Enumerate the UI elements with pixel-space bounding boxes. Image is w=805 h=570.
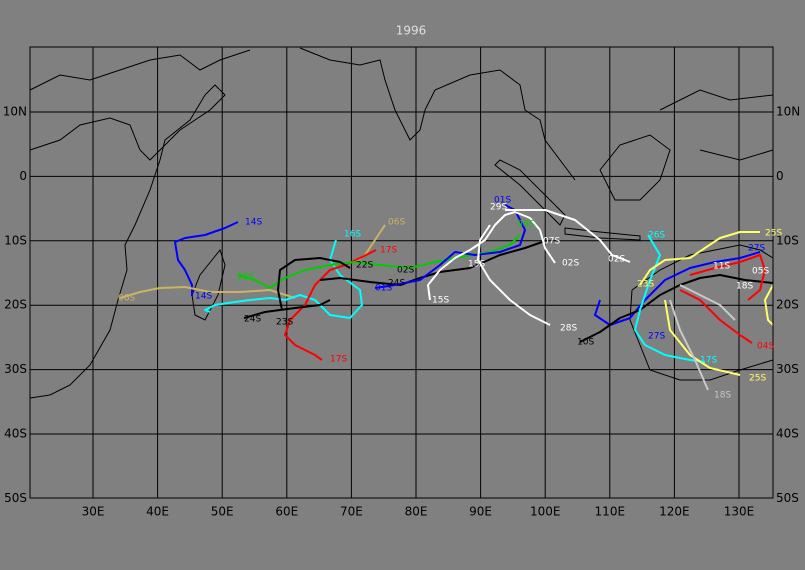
longitude-label: 60E xyxy=(275,505,298,519)
storm-track xyxy=(764,284,774,326)
storm-label: 10S xyxy=(577,338,594,348)
storm-track xyxy=(679,284,736,321)
storm-label: 25S xyxy=(765,229,782,239)
storm-track xyxy=(243,299,331,319)
storm-label: 14S xyxy=(245,218,262,228)
map-title: 1996 xyxy=(396,24,427,38)
storm-label: 08S xyxy=(517,220,534,230)
longitude-label: 40E xyxy=(146,505,169,519)
storm-label: 27S xyxy=(648,332,665,342)
coastline xyxy=(29,84,226,399)
storm-track xyxy=(679,289,753,344)
map-frame xyxy=(29,46,774,499)
longitude-label: 130E xyxy=(724,505,755,519)
latitude-label: 50S xyxy=(4,491,27,505)
storm-label: 14S xyxy=(195,292,212,302)
latitude-label: 20S xyxy=(4,298,27,312)
latitude-label: 30S xyxy=(776,362,799,376)
borneo xyxy=(599,134,671,201)
latitude-label: 10S xyxy=(4,233,27,247)
storm-label: 24S xyxy=(244,315,261,325)
storm-label: 18S xyxy=(714,391,731,401)
latitude-label: 10S xyxy=(776,233,799,247)
longitude-label: 30E xyxy=(82,505,105,519)
coastline xyxy=(299,47,576,181)
australia xyxy=(629,244,774,381)
latitude-label: 40S xyxy=(4,427,27,441)
storm-label: 26S xyxy=(648,231,665,241)
latitude-label: 0 xyxy=(776,169,784,183)
longitude-label: 120E xyxy=(659,505,690,519)
madagascar xyxy=(191,248,226,321)
latitude-label: 20S xyxy=(776,298,799,312)
storm-tracks xyxy=(119,204,774,391)
storm-label: 17S xyxy=(330,355,347,365)
sumatra xyxy=(494,159,566,226)
storm-track xyxy=(174,221,239,296)
storm-track xyxy=(664,299,741,376)
storm-label: 11S xyxy=(713,262,730,272)
longitude-label: 80E xyxy=(405,505,428,519)
coastlines xyxy=(29,47,774,399)
storm-label: 23S xyxy=(276,318,293,328)
storm-label: 27S xyxy=(748,244,765,254)
storm-label: 01S xyxy=(494,196,511,206)
storm-label: 02S xyxy=(397,266,414,276)
storm-track xyxy=(477,224,551,326)
storm-track xyxy=(634,234,706,363)
storm-track xyxy=(427,211,556,301)
storm-label: 18S xyxy=(736,282,753,292)
storm-track xyxy=(594,251,761,326)
latitude-label: 0 xyxy=(19,169,27,183)
coastline xyxy=(659,89,774,161)
storm-track xyxy=(505,209,631,263)
latitude-label: 10N xyxy=(776,105,800,119)
storm-label: 26S xyxy=(237,273,254,283)
storm-label: 02S xyxy=(608,255,625,265)
storm-label: 29S xyxy=(490,203,507,213)
storm-label: 24S xyxy=(388,279,405,289)
longitude-label: 70E xyxy=(340,505,363,519)
storm-track xyxy=(319,240,546,286)
storm-track xyxy=(579,274,774,343)
storm-label: 06S xyxy=(118,294,135,304)
graticule xyxy=(30,47,773,498)
coastline xyxy=(29,49,251,91)
storm-label: 15S xyxy=(468,260,485,270)
storm-track xyxy=(639,231,760,286)
storm-label: 17S xyxy=(380,246,397,256)
storm-track xyxy=(119,286,296,299)
longitude-label: 90E xyxy=(469,505,492,519)
storm-label: 07S xyxy=(543,237,560,247)
longitude-label: 110E xyxy=(595,505,626,519)
storm-track xyxy=(204,239,363,319)
storm-label: 28S xyxy=(560,324,577,334)
longitude-label: 50E xyxy=(211,505,234,519)
storm-track xyxy=(277,257,351,311)
storm-label: 15S xyxy=(432,296,449,306)
storm-label: 17S xyxy=(700,356,717,366)
latitude-label: 10N xyxy=(3,105,27,119)
storm-label: 05S xyxy=(752,267,769,277)
latitude-label: 50S xyxy=(776,491,799,505)
storm-track xyxy=(374,204,526,289)
storm-label: 04S xyxy=(757,342,774,352)
java xyxy=(564,227,641,241)
storm-label: 06S xyxy=(388,218,405,228)
latitude-label: 30S xyxy=(4,362,27,376)
storm-label: 16S xyxy=(344,230,361,240)
storm-label: 01S xyxy=(375,284,392,294)
storm-label: 25S xyxy=(749,374,766,384)
longitude-label: 100E xyxy=(530,505,561,519)
latitude-label: 40S xyxy=(776,427,799,441)
storm-track xyxy=(689,254,766,301)
storm-label: 02S xyxy=(562,259,579,269)
storm-label: 23S xyxy=(637,280,654,290)
storm-track xyxy=(669,299,709,391)
storm-label: 22S xyxy=(356,261,373,271)
